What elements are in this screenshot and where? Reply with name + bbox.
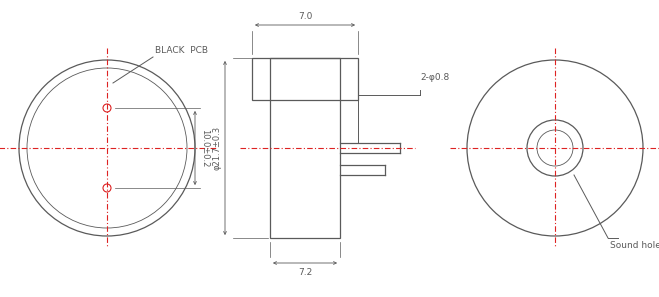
Text: 7.2: 7.2 (298, 268, 312, 277)
Text: 10.0±0.2: 10.0±0.2 (200, 129, 209, 167)
Text: φ21.7±0.3: φ21.7±0.3 (212, 126, 221, 170)
Text: BLACK  PCB: BLACK PCB (155, 46, 208, 55)
Text: Sound hole: Sound hole (610, 241, 659, 249)
Text: 2-φ0.8: 2-φ0.8 (420, 73, 449, 82)
Text: 7.0: 7.0 (298, 12, 312, 21)
Bar (270, 58, 340, 238)
Bar (252, 58, 358, 100)
